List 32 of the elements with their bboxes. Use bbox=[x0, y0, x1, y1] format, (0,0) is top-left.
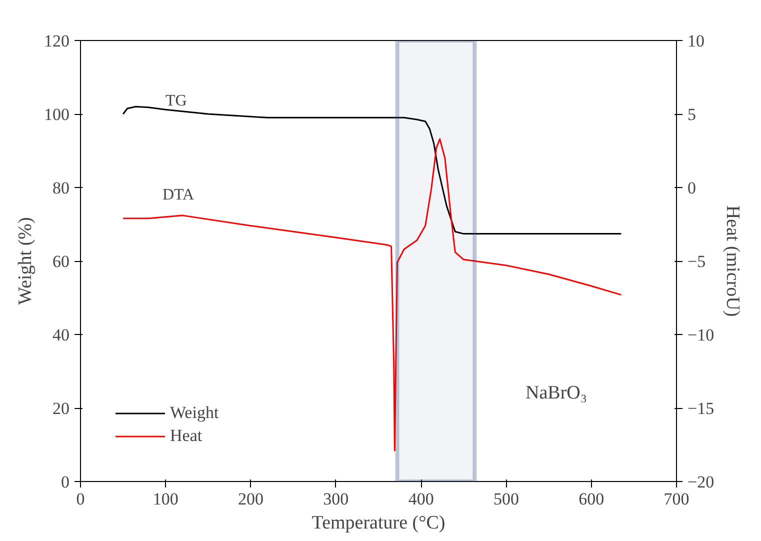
x-axis-title: Temperature (°C) bbox=[312, 512, 446, 534]
annotation: NaBrO₃ bbox=[526, 382, 587, 404]
y-axis-title: Weight (%) bbox=[15, 217, 36, 305]
line-series bbox=[122, 138, 622, 452]
legend-label: Heat bbox=[170, 426, 202, 446]
y2-tick-label: −20 bbox=[688, 472, 714, 492]
x-tick-label: 600 bbox=[578, 490, 604, 508]
y2-tick-label: 10 bbox=[688, 32, 704, 50]
y2-tick-label: 0 bbox=[688, 178, 696, 198]
x-tick-label: 700 bbox=[664, 490, 690, 508]
y-tick-label: 120 bbox=[44, 32, 70, 50]
y2-tick-label: −15 bbox=[688, 399, 714, 418]
y-tick-label: 100 bbox=[44, 105, 70, 124]
annotation: TG bbox=[166, 92, 188, 110]
x-tick-label: 300 bbox=[323, 490, 349, 508]
y-tick-label: 0 bbox=[61, 472, 70, 492]
x-tick-label: 200 bbox=[238, 490, 264, 508]
annotation: DTA bbox=[162, 186, 195, 204]
x-tick-label: 400 bbox=[408, 490, 434, 508]
x-tick-label: 500 bbox=[493, 490, 519, 508]
y-tick-label: 80 bbox=[52, 178, 70, 198]
y-tick-label: 20 bbox=[52, 399, 70, 418]
y-tick-label: 60 bbox=[52, 252, 70, 271]
y2-tick-label: 5 bbox=[688, 105, 696, 124]
y2-tick-label: −10 bbox=[688, 326, 714, 344]
line-series bbox=[122, 106, 622, 235]
x-tick-label: 100 bbox=[152, 490, 178, 508]
legend-label: Weight bbox=[170, 403, 219, 423]
y2-tick-label: −5 bbox=[688, 252, 706, 271]
y2-axis-title: Heat (microU) bbox=[722, 205, 744, 317]
x-tick-label: 0 bbox=[76, 490, 85, 508]
y-tick-label: 40 bbox=[52, 326, 70, 344]
